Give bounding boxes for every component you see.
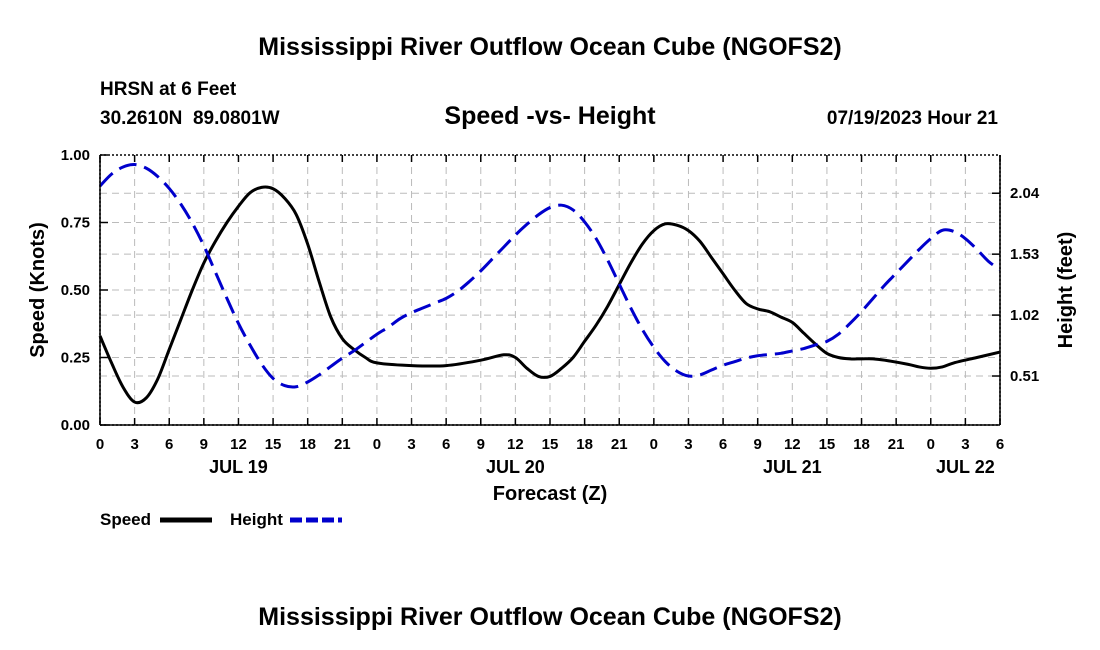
series-lines	[98, 163, 1001, 405]
chart-title: Mississippi River Outflow Ocean Cube (NG…	[258, 33, 841, 61]
x-tick-label: 6	[442, 436, 450, 453]
x-tick-label: 9	[477, 436, 485, 453]
x-tick-label: 15	[819, 436, 836, 453]
chart-subtitle: Speed -vs- Height	[444, 102, 656, 130]
x-tick-label: 18	[576, 436, 593, 453]
x-axis-title: Forecast (Z)	[493, 483, 607, 505]
legend-label-height: Height	[230, 510, 283, 529]
x-tick-label: 21	[611, 436, 628, 453]
x-tick-label: 18	[299, 436, 316, 453]
x-tick-label: 18	[853, 436, 870, 453]
x-tick-label: 3	[407, 436, 415, 453]
x-tick-label: 15	[542, 436, 559, 453]
y-tick-label: 0.75	[61, 215, 90, 232]
date-label: JUL 22	[936, 457, 995, 477]
y-axis-title: Speed (Knots)	[27, 222, 49, 358]
legend: Speed Height	[100, 510, 342, 529]
x-tick-label: 9	[200, 436, 208, 453]
x-tick-label: 12	[507, 436, 524, 453]
x-tick-label: 9	[754, 436, 762, 453]
x-tick-label: 12	[784, 436, 801, 453]
x-tick-label: 0	[96, 436, 104, 453]
y2-tick-label: 1.02	[1010, 307, 1039, 324]
gridlines	[100, 155, 1000, 425]
x-tick-label: 0	[650, 436, 658, 453]
footer-title: Mississippi River Outflow Ocean Cube (NG…	[258, 603, 841, 631]
y2-tick-label: 2.04	[1010, 185, 1040, 202]
y-tick-label: 0.50	[61, 282, 90, 299]
axes-ticks: 0 3 6 9 12 15 18 21 0 3 6 9 12 15 18 21 0 3 6 9 12 15 18 21 0 3 6J…	[61, 147, 1040, 477]
x-tick-label: 6	[719, 436, 727, 453]
date-label: JUL 19	[209, 457, 268, 477]
series-line-speed	[98, 185, 1001, 405]
y-tick-label: 0.25	[61, 350, 90, 367]
y2-axis-title: Height (feet)	[1055, 232, 1077, 349]
station-label: HRSN at 6 Feet	[100, 79, 237, 100]
x-tick-label: 3	[961, 436, 969, 453]
x-tick-label: 6	[165, 436, 173, 453]
date-label: JUL 21	[763, 457, 822, 477]
x-tick-label: 21	[888, 436, 905, 453]
y2-tick-label: 1.53	[1010, 246, 1039, 263]
y-tick-label: 1.00	[61, 147, 90, 164]
x-tick-label: 21	[334, 436, 351, 453]
x-tick-label: 6	[996, 436, 1004, 453]
x-tick-label: 12	[230, 436, 247, 453]
y2-tick-label: 0.51	[1010, 368, 1039, 385]
y-tick-label: 0.00	[61, 417, 90, 434]
x-tick-label: 0	[373, 436, 381, 453]
coordinates-label: 30.2610N 89.0801W	[100, 108, 280, 129]
legend-label-speed: Speed	[100, 510, 151, 529]
x-tick-label: 15	[265, 436, 282, 453]
datetime-label: 07/19/2023 Hour 21	[827, 108, 999, 129]
date-label: JUL 20	[486, 457, 545, 477]
x-tick-label: 3	[130, 436, 138, 453]
x-tick-label: 0	[927, 436, 935, 453]
x-tick-label: 3	[684, 436, 692, 453]
series-line-height	[98, 163, 1001, 389]
